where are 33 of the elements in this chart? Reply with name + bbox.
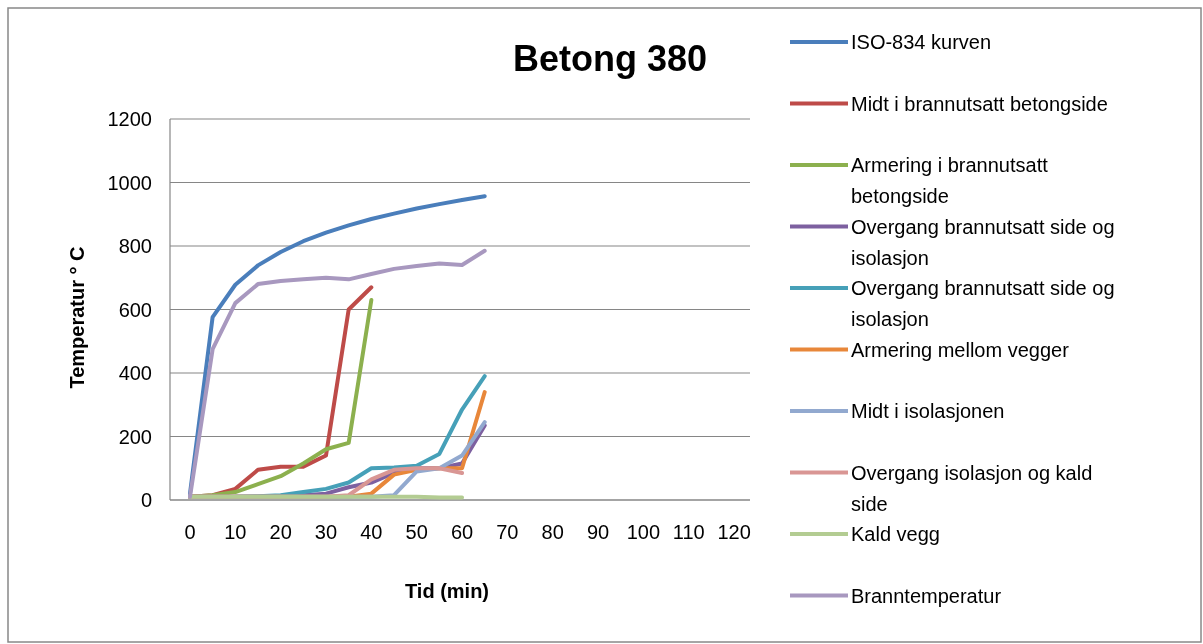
y-tick-label: 600 xyxy=(118,298,152,321)
x-tick-label: 20 xyxy=(269,521,292,543)
y-tick-label: 0 xyxy=(140,489,152,511)
x-tick-label: 40 xyxy=(360,521,383,543)
legend-label: ISO-834 kurven xyxy=(851,31,992,53)
x-tick-label: 110 xyxy=(672,521,705,543)
y-axis-title: Temperatur ° C xyxy=(66,246,88,389)
legend-label: Kald vegg xyxy=(851,523,940,545)
legend-label: Armering i brannutsatt betongside xyxy=(851,154,1049,207)
y-tick-label: 1200 xyxy=(107,108,152,130)
legend-label: Overgang brannutsatt side og isolasjon xyxy=(851,277,1115,330)
legend-label: Branntemperatur xyxy=(851,584,1002,607)
x-tick-label: 80 xyxy=(541,521,564,543)
x-axis-title: Tid (min) xyxy=(404,580,490,602)
x-tick-label: 60 xyxy=(450,521,474,543)
y-tick-label: 800 xyxy=(118,235,152,257)
x-tick-label: 100 xyxy=(626,521,661,543)
x-tick-label: 70 xyxy=(496,521,519,543)
y-tick-label: 200 xyxy=(118,425,152,448)
legend-label: Armering mellom vegger xyxy=(851,338,1070,361)
legend-label: Overgang isolasjon og kald side xyxy=(851,461,1093,515)
y-tick-label: 400 xyxy=(118,362,152,384)
y-tick-label: 1000 xyxy=(107,171,152,194)
x-tick-label: 0 xyxy=(184,521,196,543)
x-tick-label: 10 xyxy=(224,521,247,543)
legend-label: Midt i brannutsatt betongside xyxy=(851,92,1108,115)
chart-title: Betong 380 xyxy=(512,38,708,79)
x-tick-label: 50 xyxy=(405,521,428,543)
x-tick-label: 30 xyxy=(314,521,338,543)
legend-label: Midt i isolasjonen xyxy=(851,400,1005,422)
x-tick-label: 90 xyxy=(586,521,610,543)
x-tick-label: 120 xyxy=(717,521,751,543)
legend-label: Overgang brannutsatt side og isolasjon xyxy=(851,215,1115,269)
